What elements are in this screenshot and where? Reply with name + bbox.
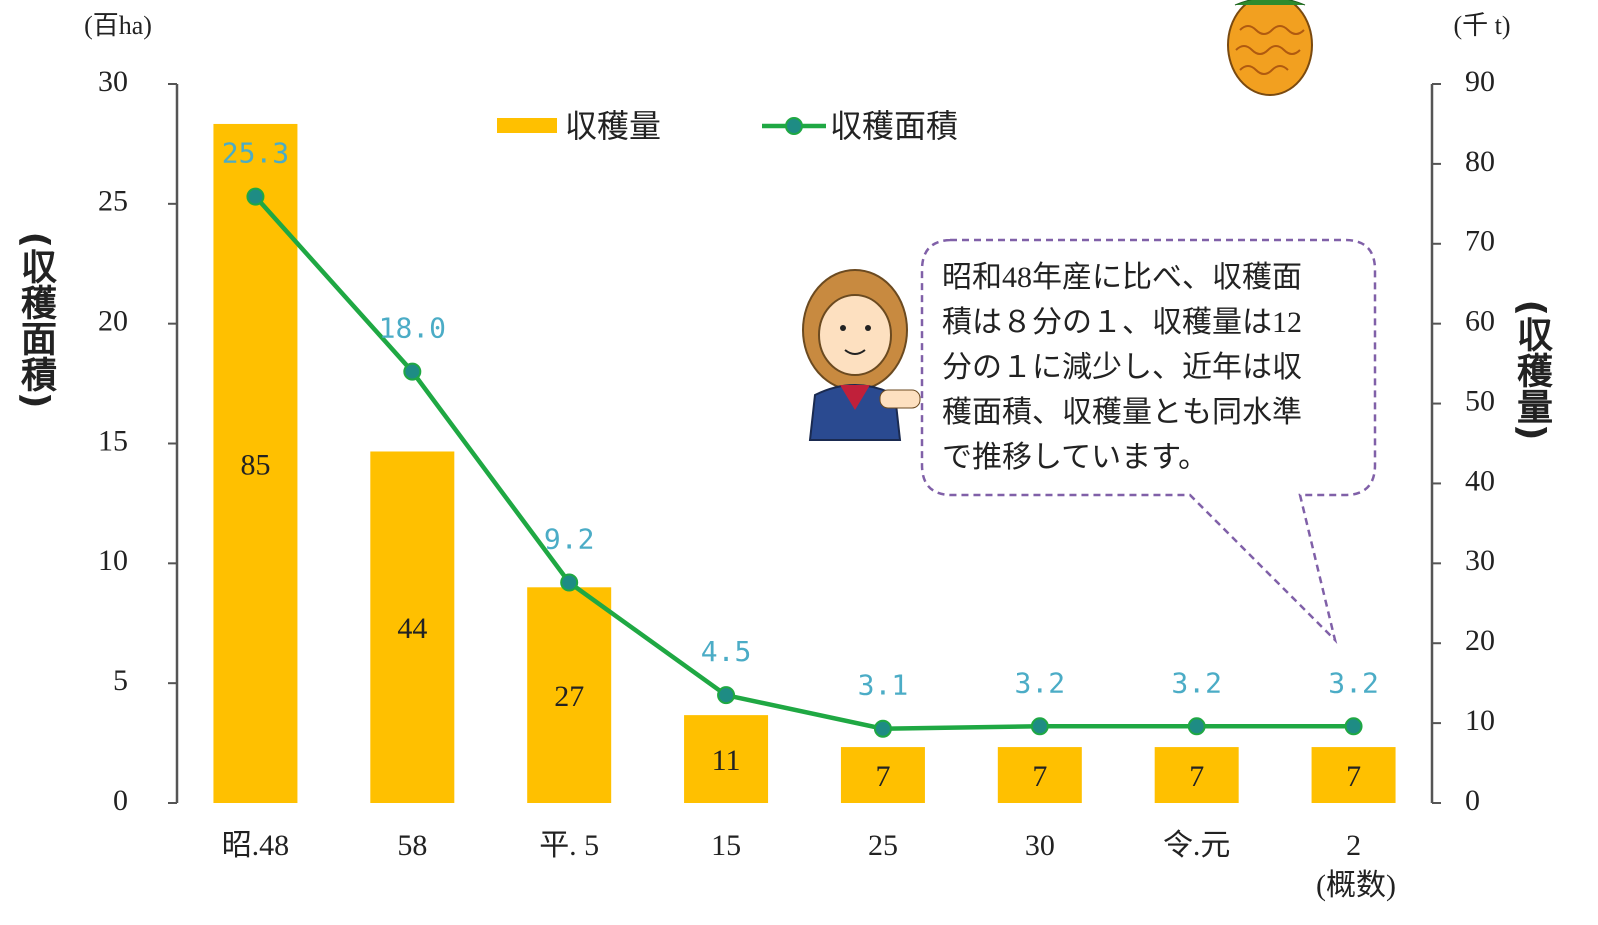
y-tick-label: 20 <box>98 305 128 338</box>
legend-label: 収穫量 <box>565 107 661 145</box>
y2-tick-label: 70 <box>1465 225 1495 258</box>
legend-marker <box>785 117 803 135</box>
line <box>253 195 1354 731</box>
line-label: 3.2 <box>1328 666 1379 699</box>
bar <box>213 123 298 803</box>
bar-label: 7 <box>1032 760 1047 793</box>
y-tick-label: 25 <box>98 185 128 218</box>
line-marker <box>560 573 579 592</box>
category-note: (概数) <box>1316 869 1396 902</box>
bar-label: 11 <box>712 744 741 777</box>
line-marker <box>1344 717 1363 736</box>
callout-text: 穫面積、収穫量とも同水準 <box>942 396 1302 429</box>
x-tick-label: 25 <box>868 829 898 862</box>
y2-tick-label: 90 <box>1465 65 1495 98</box>
y-tick-label: 5 <box>113 664 128 697</box>
bar <box>527 587 612 803</box>
y2-tick-label: 60 <box>1465 305 1495 338</box>
bar-label: 44 <box>397 612 427 645</box>
y2-tick-label: 50 <box>1465 384 1495 417</box>
line-label: 3.1 <box>858 669 909 702</box>
y2-tick-label: 40 <box>1465 464 1495 497</box>
x-tick-label: 58 <box>397 829 427 862</box>
x-tick-label: 令.元 <box>1163 829 1231 862</box>
y2-axis-unit: (千 t) <box>1453 11 1510 40</box>
y2-tick-label: 10 <box>1465 704 1495 737</box>
line-label: 18.0 <box>379 312 446 345</box>
callout-text: 分の１に減少し、近年は収 <box>942 351 1302 384</box>
bar-label: 7 <box>1189 760 1204 793</box>
y2-tick-label: 0 <box>1465 784 1480 817</box>
callout-text: で推移しています。 <box>942 441 1208 474</box>
line-label: 3.2 <box>1015 666 1066 699</box>
bar <box>997 747 1082 803</box>
bar <box>840 747 925 803</box>
bar <box>1154 747 1239 803</box>
bar <box>684 715 769 803</box>
legend-swatch <box>497 118 557 133</box>
callout-text: 昭和48年産に比べ、収穫面 <box>942 261 1302 294</box>
line-marker <box>246 187 265 206</box>
y-axis-title: (収穫面積) <box>15 232 57 409</box>
line-marker <box>717 686 736 705</box>
x-tick-label: 15 <box>711 829 741 862</box>
bar-label: 27 <box>554 680 584 713</box>
line-marker <box>1030 717 1049 736</box>
y2-tick-label: 80 <box>1465 145 1495 178</box>
bar <box>370 451 455 803</box>
line-marker <box>403 362 422 381</box>
y2-tick-label: 20 <box>1465 624 1495 657</box>
girl-illustration <box>802 269 921 441</box>
callout-text: 積は８分の１、収穫量は12 <box>942 306 1302 339</box>
bar-label: 7 <box>1346 760 1361 793</box>
x-tick-label: 2 <box>1346 829 1361 862</box>
y-tick-label: 0 <box>113 784 128 817</box>
line-label: 25.3 <box>222 137 289 170</box>
line-marker <box>873 719 892 738</box>
y-axis-unit: (百ha) <box>84 11 152 40</box>
bar-label: 7 <box>875 760 890 793</box>
line-marker <box>1187 717 1206 736</box>
y2-axis-title: (収穫量) <box>1511 300 1553 441</box>
bar <box>1311 747 1396 803</box>
y-tick-label: 30 <box>98 65 128 98</box>
line-label: 3.2 <box>1171 666 1222 699</box>
y-tick-label: 10 <box>98 544 128 577</box>
y-tick-label: 15 <box>98 424 128 457</box>
y2-tick-label: 30 <box>1465 544 1495 577</box>
line-label: 4.5 <box>701 635 752 668</box>
line-label: 9.2 <box>544 523 595 556</box>
callout <box>920 238 1377 645</box>
pineapple-illustration <box>1227 0 1313 96</box>
x-tick-label: 30 <box>1025 829 1055 862</box>
x-tick-label: 平. 5 <box>539 829 599 862</box>
x-tick-label: 昭.48 <box>222 829 290 862</box>
bar-label: 85 <box>240 448 270 481</box>
legend-label: 収穫面積 <box>830 107 958 145</box>
